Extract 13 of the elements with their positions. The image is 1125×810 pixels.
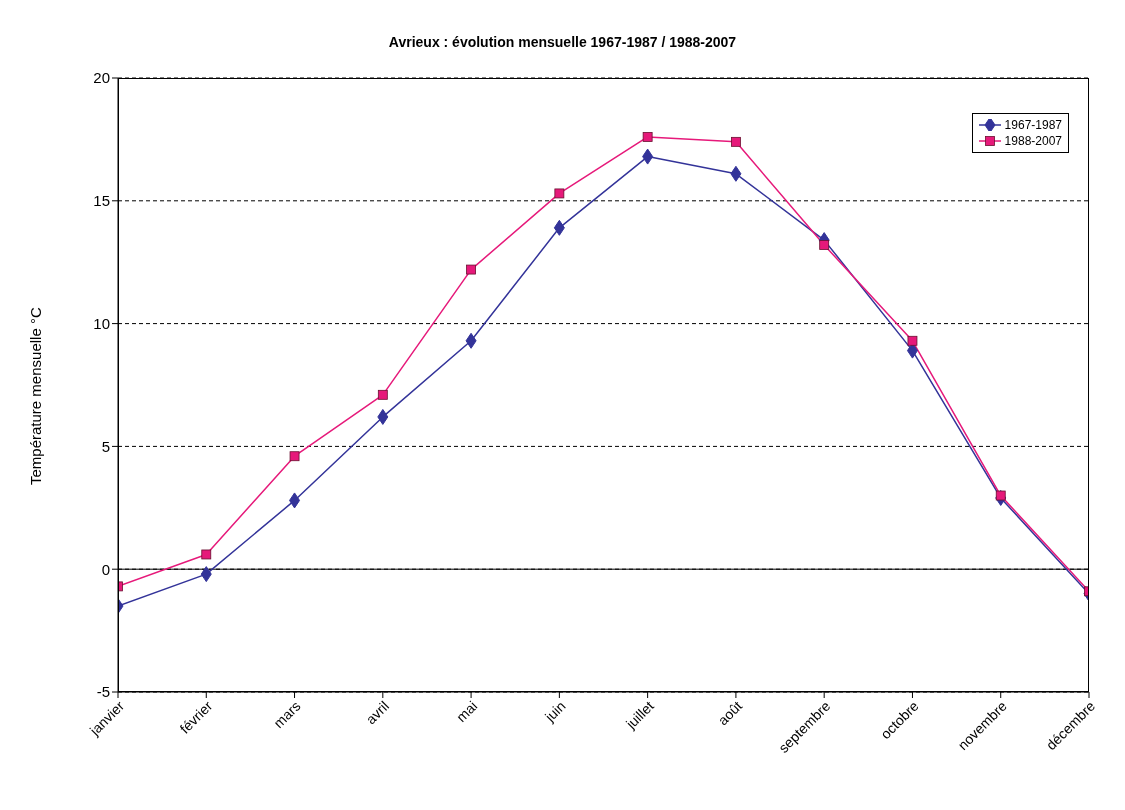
legend-label: 1988-2007 bbox=[1004, 133, 1062, 149]
y-tick-label: -5 bbox=[96, 683, 110, 701]
chart-title: Avrieux : évolution mensuelle 1967-1987 / 1988-2007 bbox=[387, 34, 738, 50]
y-axis-title: Température mensuelle °C bbox=[27, 307, 45, 485]
x-tick-label: mai bbox=[452, 697, 481, 726]
legend-label: 1967-1987 bbox=[1004, 117, 1062, 133]
y-tick-label: 0 bbox=[101, 560, 110, 578]
y-tick-label: 5 bbox=[101, 437, 110, 455]
x-tick-label: août bbox=[714, 697, 746, 729]
x-tick-label: juin bbox=[541, 697, 569, 726]
y-tick-label: 15 bbox=[93, 192, 110, 210]
y-tick-label: 10 bbox=[93, 314, 110, 332]
y-tick-label: 20 bbox=[93, 69, 110, 87]
